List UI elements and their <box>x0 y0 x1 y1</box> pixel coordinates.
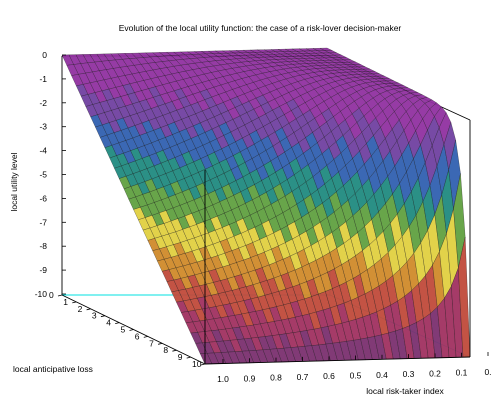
y-tick-label: 6 <box>135 331 140 341</box>
y-tick-mark <box>57 294 63 297</box>
x-tick-label: 0.8 <box>270 373 282 383</box>
x-tick-label: 1.0 <box>217 374 229 384</box>
z-tick-label: -6 <box>39 193 47 203</box>
z-tick-label: -7 <box>39 217 47 227</box>
y-tick-mark <box>186 356 191 359</box>
z-tick-label: -3 <box>39 122 47 132</box>
z-tick-label: -10 <box>35 289 48 299</box>
y-tick-mark <box>100 315 105 318</box>
y-tick-mark <box>143 336 148 338</box>
x-tick-label: 0.1 <box>456 368 468 378</box>
x-tick-label: 0.3 <box>403 369 415 379</box>
floor-front-edge <box>204 356 471 365</box>
y-tick-mark <box>86 308 91 311</box>
y-tick-label: 8 <box>163 345 168 355</box>
x-tick-label: 0.9 <box>244 373 256 383</box>
y-tick-label: 5 <box>121 325 126 335</box>
z-tick-label: 0 <box>42 50 47 60</box>
z-axis-label: local utility level <box>9 152 19 211</box>
x-tick-label: 0.7 <box>297 372 309 382</box>
z-tick-label: -8 <box>39 241 47 251</box>
x-tick-label: 0.6 <box>323 371 335 381</box>
y-tick-label: 4 <box>106 318 111 328</box>
x-tick-label: 0.4 <box>376 370 388 380</box>
z-tick-label: -9 <box>39 265 47 275</box>
x-axis-label: local risk-taker index <box>366 386 444 396</box>
x-tick-label: 0.5 <box>350 371 362 381</box>
y-tick-mark <box>172 349 177 352</box>
z-tick-label: -1 <box>39 74 47 84</box>
y-tick-mark <box>115 322 120 324</box>
y-tick-label: 0 <box>49 290 54 300</box>
y-tick-mark <box>158 342 163 345</box>
x-axis-ticks: 1.0 0.9 0.8 0.7 0.6 0.5 0.4 0.3 0.2 0.1 0. <box>217 352 491 384</box>
x-tick-label: 0. <box>484 367 491 377</box>
z-tick-label: -4 <box>39 146 47 156</box>
y-axis-label: local anticipative loss <box>13 364 93 374</box>
y-tick-mark <box>200 363 206 366</box>
y-tick-label: 3 <box>92 311 97 321</box>
x-tick-label: 0.2 <box>429 368 441 378</box>
z-tick-label: -2 <box>39 98 47 108</box>
y-tick-label: 1 <box>63 297 68 307</box>
z-axis-ticks: 0 -1 -2 -3 -4 -5 -6 -7 -8 -9 -10 <box>35 50 66 299</box>
y-tick-mark <box>129 329 134 331</box>
chart-title: Evolution of the local utility function:… <box>119 23 402 33</box>
y-tick-label: 10 <box>192 359 202 369</box>
y-tick-label: 7 <box>149 338 154 348</box>
y-tick-label: 2 <box>78 304 83 314</box>
surface-mesh <box>61 47 471 365</box>
y-tick-label: 9 <box>178 352 183 362</box>
y-tick-mark <box>72 301 77 304</box>
z-tick-label: -5 <box>39 170 47 180</box>
